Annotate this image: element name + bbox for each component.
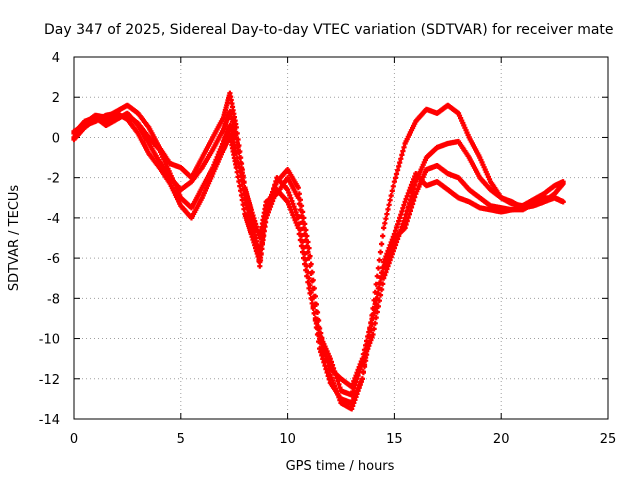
x-ticks: 0 5 10 15 20 25: [70, 57, 616, 447]
y-axis-label: SDTVAR / TECUs: [7, 185, 22, 292]
y-tick-label: 2: [52, 91, 60, 106]
x-tick-label: 20: [493, 432, 510, 447]
y-tick-label: -4: [47, 212, 60, 227]
x-axis-label: GPS time / hours: [286, 459, 395, 474]
series-group: [71, 90, 566, 412]
y-tick-label: 4: [52, 51, 60, 66]
x-tick-label: 5: [177, 432, 185, 447]
y-tick-label: -14: [39, 413, 60, 428]
y-tick-label: -12: [39, 373, 60, 388]
chart-title: Day 347 of 2025, Sidereal Day-to-day VTE…: [44, 22, 614, 38]
x-tick-label: 0: [70, 432, 78, 447]
grid: [74, 57, 608, 419]
y-tick-label: 0: [52, 131, 60, 146]
y-tick-label: -8: [47, 292, 60, 307]
x-tick-label: 15: [386, 432, 403, 447]
series-3-markers: [71, 112, 566, 406]
y-tick-label: -6: [47, 252, 60, 267]
x-tick-label: 10: [279, 432, 296, 447]
y-ticks: -14 -12 -10 -8 -6 -4 -2 0 2 4: [39, 51, 608, 428]
x-tick-label: 25: [600, 432, 617, 447]
series-4-markers: [71, 110, 566, 390]
plot-frame: [73, 56, 609, 420]
y-tick-label: -2: [47, 172, 60, 187]
y-tick-label: -10: [39, 333, 60, 348]
